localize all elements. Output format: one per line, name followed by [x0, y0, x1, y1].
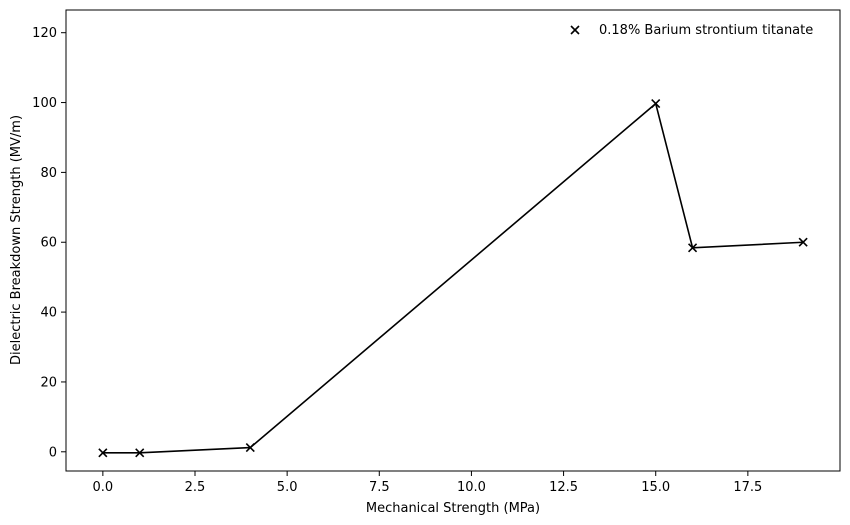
- data-point: [651, 99, 661, 109]
- axes-frame: [65, 9, 841, 472]
- x-tick-label: 5.0: [277, 480, 298, 495]
- data-point: [245, 443, 255, 453]
- x-tick-label: 10.0: [457, 480, 486, 495]
- legend-label: 0.18% Barium strontium titanate: [599, 23, 813, 38]
- y-tick-label: 40: [40, 306, 57, 321]
- legend-marker: [570, 25, 580, 35]
- x-tick-label: 12.5: [549, 480, 578, 495]
- x-tick-label: 2.5: [185, 480, 206, 495]
- x-tick-label: 0.0: [93, 480, 114, 495]
- y-axis: 0 20 40 60 80 100 120: [32, 26, 66, 460]
- x-tick-label: 17.5: [733, 480, 762, 495]
- data-point-stroke: [98, 448, 108, 458]
- y-tick-label: 20: [40, 375, 57, 390]
- data-point: [688, 243, 698, 253]
- data-point-stroke: [245, 443, 255, 453]
- x-tick-label: 15.0: [641, 480, 670, 495]
- y-axis-label: Dielectric Breakdown Strength (MV/m): [9, 115, 24, 365]
- x-axis: 0.0 2.5 5.0 7.5 10.0 12.5 15.0 17.5: [93, 471, 762, 495]
- data-point-stroke: [570, 25, 580, 35]
- plot-area: [65, 9, 841, 472]
- y-tick-label: 120: [32, 26, 57, 41]
- y-tick-label: 100: [32, 96, 57, 111]
- data-point-stroke: [688, 243, 698, 253]
- data-point-stroke: [651, 99, 661, 109]
- legend-x-marker: [570, 25, 580, 35]
- data-point: [798, 237, 808, 247]
- y-tick-label: 80: [40, 166, 57, 181]
- x-tick-label: 7.5: [369, 480, 390, 495]
- series-line: [102, 102, 804, 454]
- legend: 0.18% Barium strontium titanate: [570, 23, 813, 38]
- x-axis-label: Mechanical Strength (MPa): [366, 501, 540, 516]
- data-point: [135, 448, 145, 458]
- data-point: [98, 448, 108, 458]
- data-point-stroke: [135, 448, 145, 458]
- y-tick-label: 0: [49, 445, 57, 460]
- data-point-stroke: [798, 237, 808, 247]
- y-tick-label: 60: [40, 236, 57, 251]
